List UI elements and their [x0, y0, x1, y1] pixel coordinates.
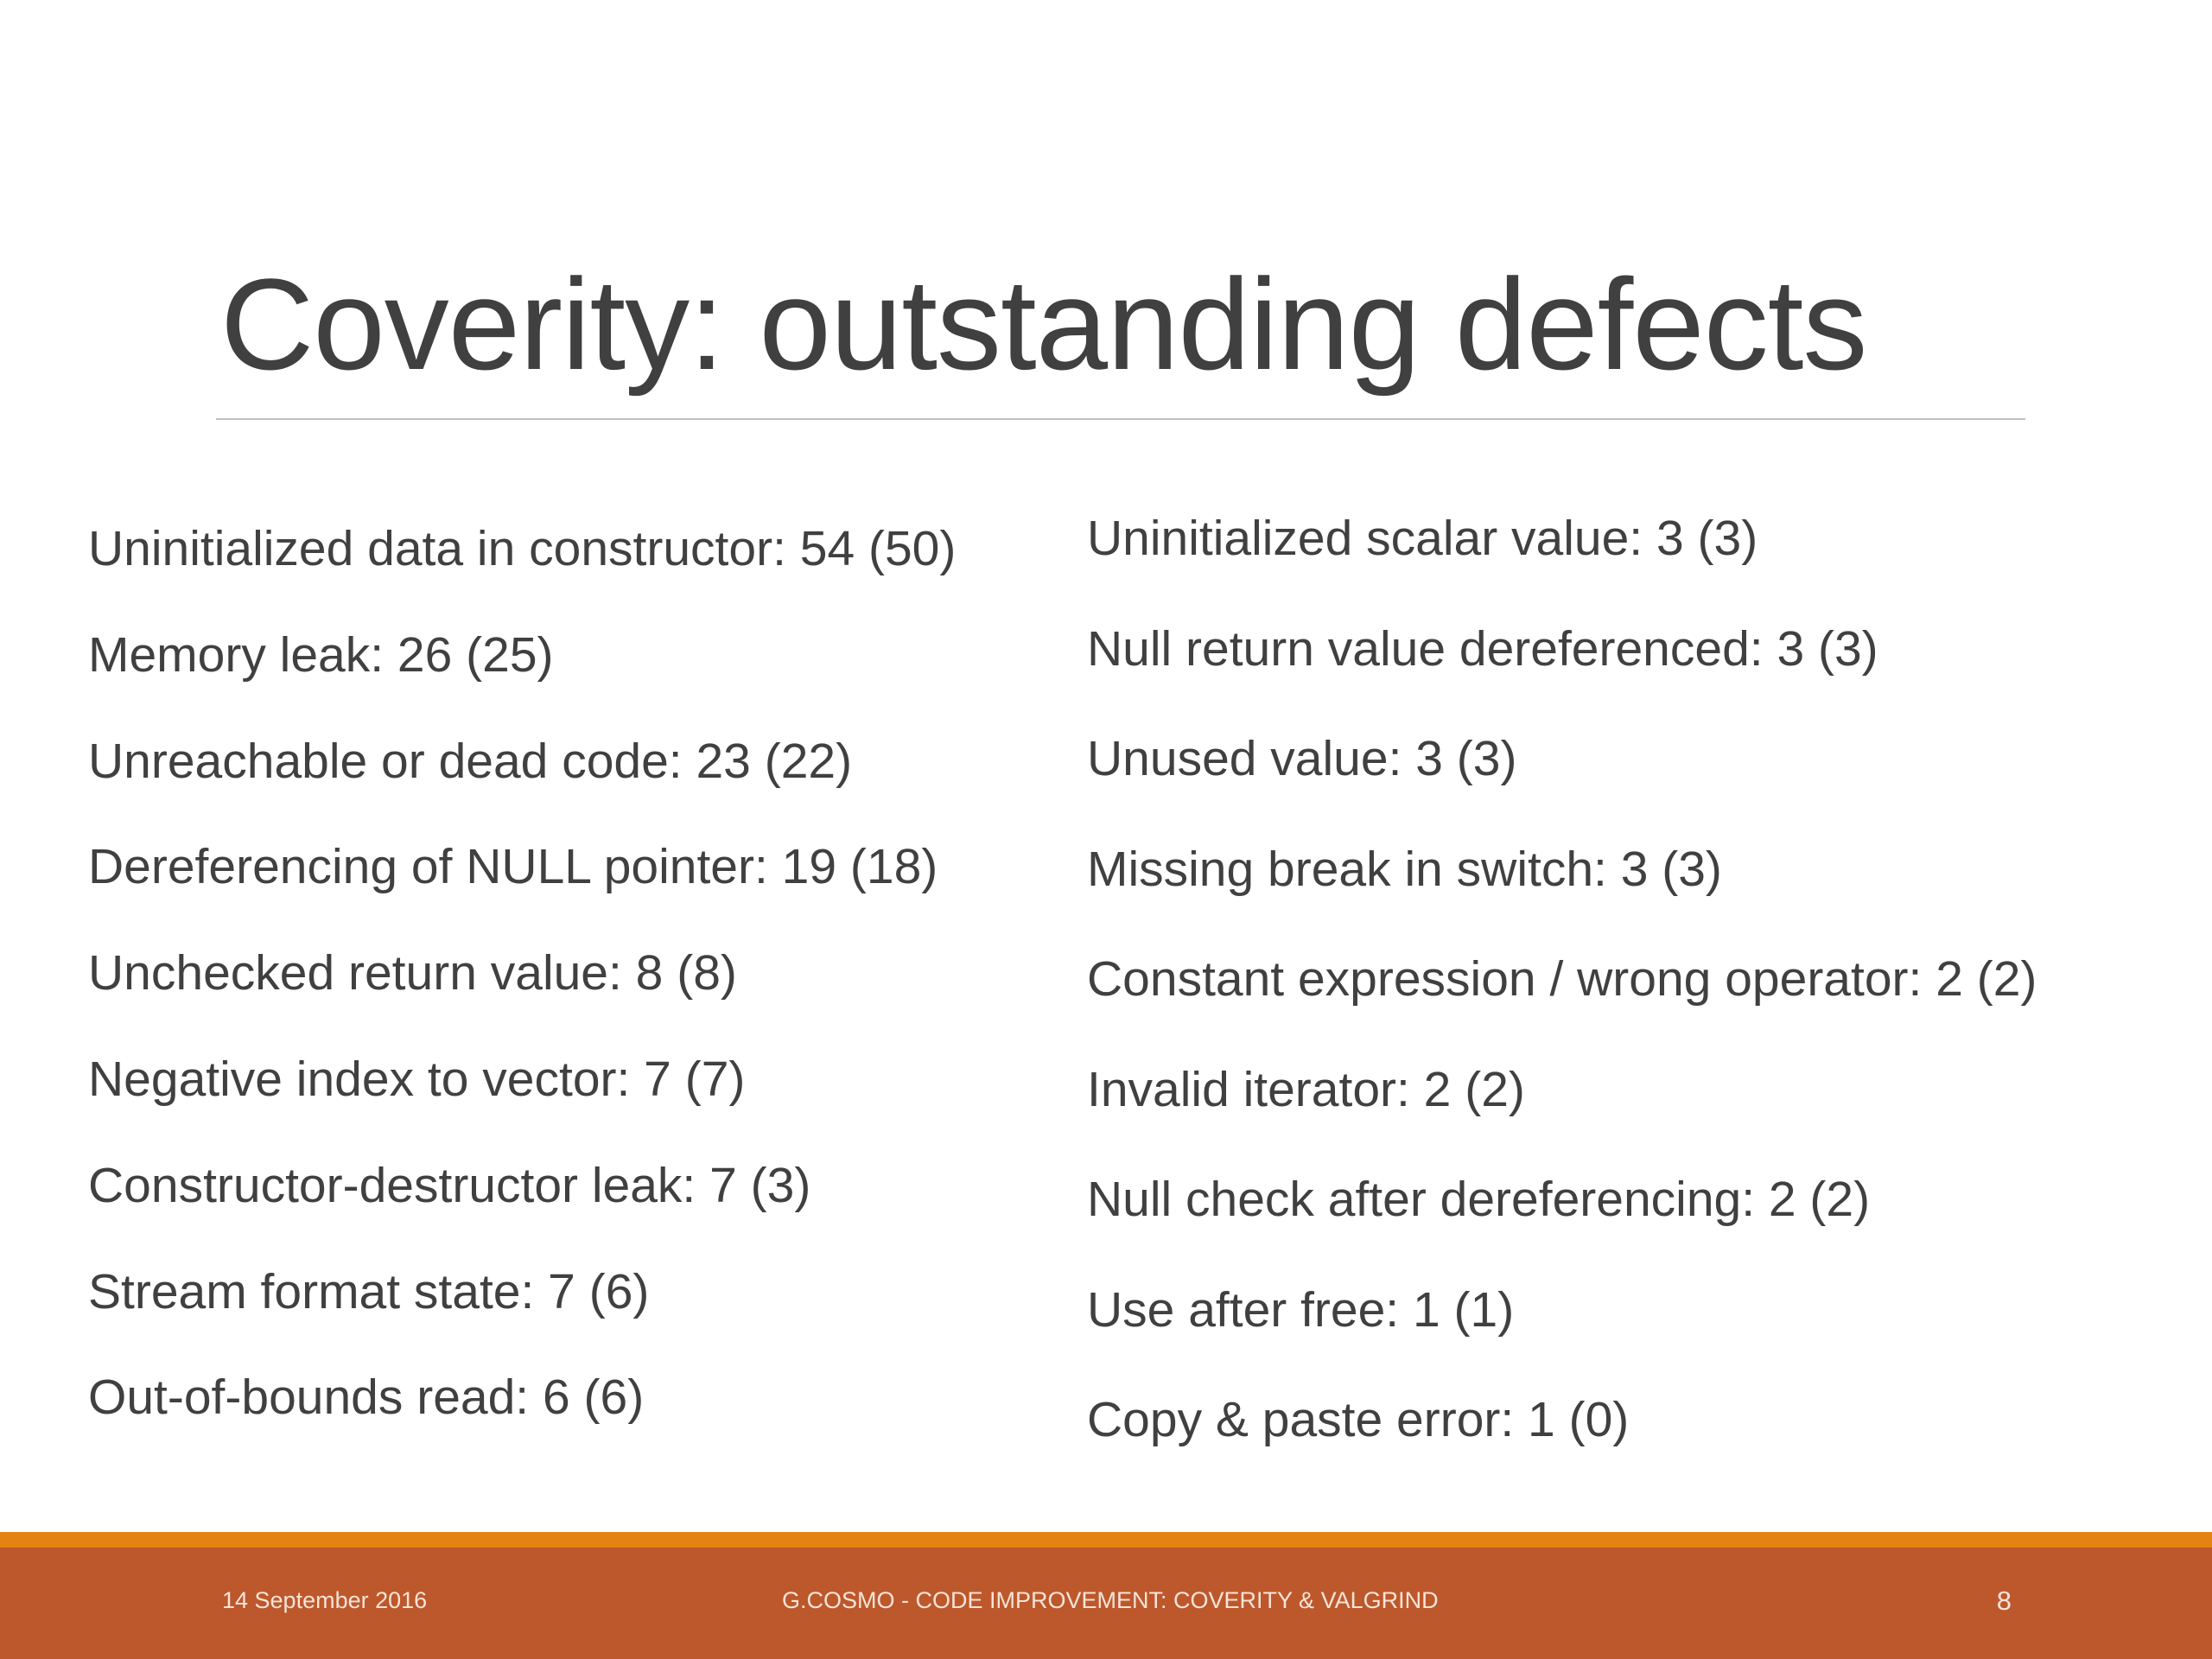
slide-number: 8 [1996, 1586, 2012, 1616]
defect-item: Memory leak: 26 (25) [88, 626, 554, 683]
slide-title: Coverity: outstanding defects [220, 251, 1867, 397]
footer-presentation-title: G.COSMO - CODE IMPROVEMENT: COVERITY & V… [782, 1587, 1439, 1613]
defect-item: Null check after dereferencing: 2 (2) [1087, 1172, 1871, 1227]
defect-item: Constant expression / wrong operator: 2 … [1087, 951, 2037, 1007]
defect-item: Missing break in switch: 3 (3) [1087, 841, 1722, 897]
defect-item: Unused value: 3 (3) [1087, 731, 1517, 786]
defect-item: Use after free: 1 (1) [1087, 1281, 1515, 1338]
footer-date: 14 September 2016 [222, 1587, 428, 1613]
slide-footer: 14 September 2016 G.COSMO - CODE IMPROVE… [0, 1548, 2212, 1659]
defect-item: Constructor-destructor leak: 7 (3) [88, 1157, 811, 1213]
defect-item: Uninitialized data in constructor: 54 (5… [88, 521, 957, 576]
defect-item: Unchecked return value: 8 (8) [88, 945, 737, 1001]
defect-item: Stream format state: 7 (6) [88, 1263, 650, 1319]
defect-item: Uninitialized scalar value: 3 (3) [1087, 511, 1758, 566]
defect-item: Dereferencing of NULL pointer: 19 (18) [88, 839, 938, 895]
title-divider [216, 418, 2025, 420]
defect-item: Unreachable or dead code: 23 (22) [88, 733, 853, 789]
defect-item: Invalid iterator: 2 (2) [1087, 1061, 1525, 1117]
defect-item: Null return value dereferenced: 3 (3) [1087, 620, 1878, 677]
footer-accent-stripe [0, 1532, 2212, 1548]
defect-item: Copy & paste error: 1 (0) [1087, 1392, 1630, 1447]
defect-item: Negative index to vector: 7 (7) [88, 1051, 746, 1107]
defect-item: Out-of-bounds read: 6 (6) [88, 1370, 645, 1426]
defect-list-left: Uninitialized data in constructor: 54 (5… [88, 518, 956, 1473]
defect-list-right: Uninitialized scalar value: 3 (3) Null r… [1087, 508, 2037, 1500]
